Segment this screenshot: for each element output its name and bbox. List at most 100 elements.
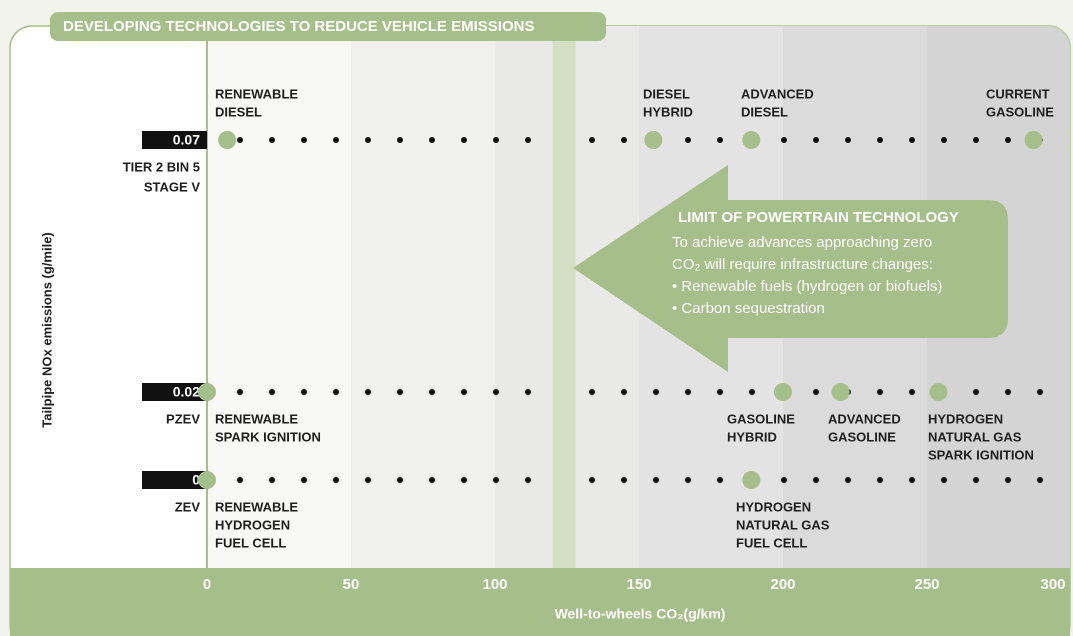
row-dot xyxy=(269,389,275,395)
x-tick-label: 150 xyxy=(626,576,651,593)
point-label: HYDROGEN xyxy=(736,499,811,514)
annotation-text: • Renewable fuels (hydrogen or biofuels) xyxy=(672,278,942,295)
row-dot xyxy=(717,137,723,143)
point xyxy=(198,471,216,489)
row-dot xyxy=(717,389,723,395)
row-dot xyxy=(589,389,595,395)
point-label: HYDROGEN xyxy=(215,517,290,532)
x-tick-label: 100 xyxy=(482,576,507,593)
row-dot xyxy=(685,477,691,483)
point-label: ADVANCED xyxy=(741,86,814,101)
row-dot xyxy=(909,137,915,143)
row-dot xyxy=(365,137,371,143)
point-label: RENEWABLE xyxy=(215,86,298,101)
y-tick xyxy=(142,471,207,489)
row-dot xyxy=(973,137,979,143)
point xyxy=(644,131,663,149)
row-dot xyxy=(397,389,403,395)
standard-label: TIER 2 BIN 5 xyxy=(123,159,200,174)
row-dot xyxy=(365,477,371,483)
row-dot xyxy=(461,137,467,143)
row-dot xyxy=(909,389,915,395)
row-dot xyxy=(301,477,307,483)
x-axis-bar xyxy=(10,568,1070,636)
row-dot xyxy=(333,389,339,395)
point-label: FUEL CELL xyxy=(736,535,807,550)
row-dot xyxy=(365,389,371,395)
point-label: CURRENT xyxy=(986,86,1050,101)
x-tick-label: 0 xyxy=(203,576,211,593)
row-dot xyxy=(813,477,819,483)
point-label: DIESEL xyxy=(741,104,788,119)
row-dot xyxy=(493,137,499,143)
row-dot xyxy=(973,477,979,483)
row-dot xyxy=(397,477,403,483)
row-dot xyxy=(525,389,531,395)
point-label: GASOLINE xyxy=(828,429,896,444)
row-dot xyxy=(1037,477,1043,483)
row-dot xyxy=(877,477,883,483)
row-dot xyxy=(685,389,691,395)
point xyxy=(929,383,948,401)
point-label: HYDROGEN xyxy=(928,411,1003,426)
row-dot xyxy=(333,477,339,483)
standard-label: ZEV xyxy=(175,499,201,514)
band xyxy=(207,26,351,568)
point-label: RENEWABLE xyxy=(215,499,298,514)
point-label: RENEWABLE xyxy=(215,411,298,426)
point-label: GASOLINE xyxy=(727,411,795,426)
point-label: DIESEL xyxy=(215,104,262,119)
y-tick-label: 0.02 xyxy=(173,384,200,400)
row-dot xyxy=(781,137,787,143)
annotation-arrow xyxy=(573,165,1008,372)
row-dot xyxy=(909,477,915,483)
standard-label: STAGE V xyxy=(144,179,200,194)
row-dot xyxy=(845,477,851,483)
point-label: SPARK IGNITION xyxy=(215,429,321,444)
row-dot xyxy=(1005,389,1011,395)
row-dot xyxy=(301,137,307,143)
row-dot xyxy=(429,477,435,483)
row-dot xyxy=(589,137,595,143)
row-dot xyxy=(493,477,499,483)
point xyxy=(774,383,792,401)
point-label: HYBRID xyxy=(727,429,777,444)
standard-label: PZEV xyxy=(166,411,200,426)
row-dot xyxy=(461,389,467,395)
band xyxy=(351,26,495,568)
row-dot xyxy=(525,137,531,143)
title-tab xyxy=(50,12,606,41)
row-dot xyxy=(429,389,435,395)
row-dot xyxy=(653,477,659,483)
point-label: NATURAL GAS xyxy=(736,517,830,532)
row-dot xyxy=(941,477,947,483)
row-dot xyxy=(813,137,819,143)
point xyxy=(218,131,237,149)
row-dot xyxy=(429,137,435,143)
point xyxy=(742,471,761,489)
point xyxy=(742,131,761,149)
x-tick-label: 300 xyxy=(1040,576,1065,593)
row-dot xyxy=(1005,477,1011,483)
limit-band xyxy=(552,26,576,568)
row-dot xyxy=(301,389,307,395)
chart-title: DEVELOPING TECHNOLOGIES TO REDUCE VEHICL… xyxy=(63,18,534,35)
row-dot xyxy=(237,389,243,395)
x-tick-label: 200 xyxy=(770,576,795,593)
point-label: SPARK IGNITION xyxy=(928,447,1034,462)
row-dot xyxy=(973,389,979,395)
row-dot xyxy=(653,389,659,395)
x-tick-label: 250 xyxy=(914,576,939,593)
row-dot xyxy=(1005,137,1011,143)
row-dot xyxy=(845,137,851,143)
point xyxy=(831,383,850,401)
point-label: ADVANCED xyxy=(828,411,901,426)
row-dot xyxy=(877,389,883,395)
row-dot xyxy=(237,137,243,143)
row-dot xyxy=(237,477,243,483)
y-tick-label: 0 xyxy=(192,472,200,488)
point-label: DIESEL xyxy=(643,86,690,101)
row-dot xyxy=(621,477,627,483)
point-label: FUEL CELL xyxy=(215,535,286,550)
